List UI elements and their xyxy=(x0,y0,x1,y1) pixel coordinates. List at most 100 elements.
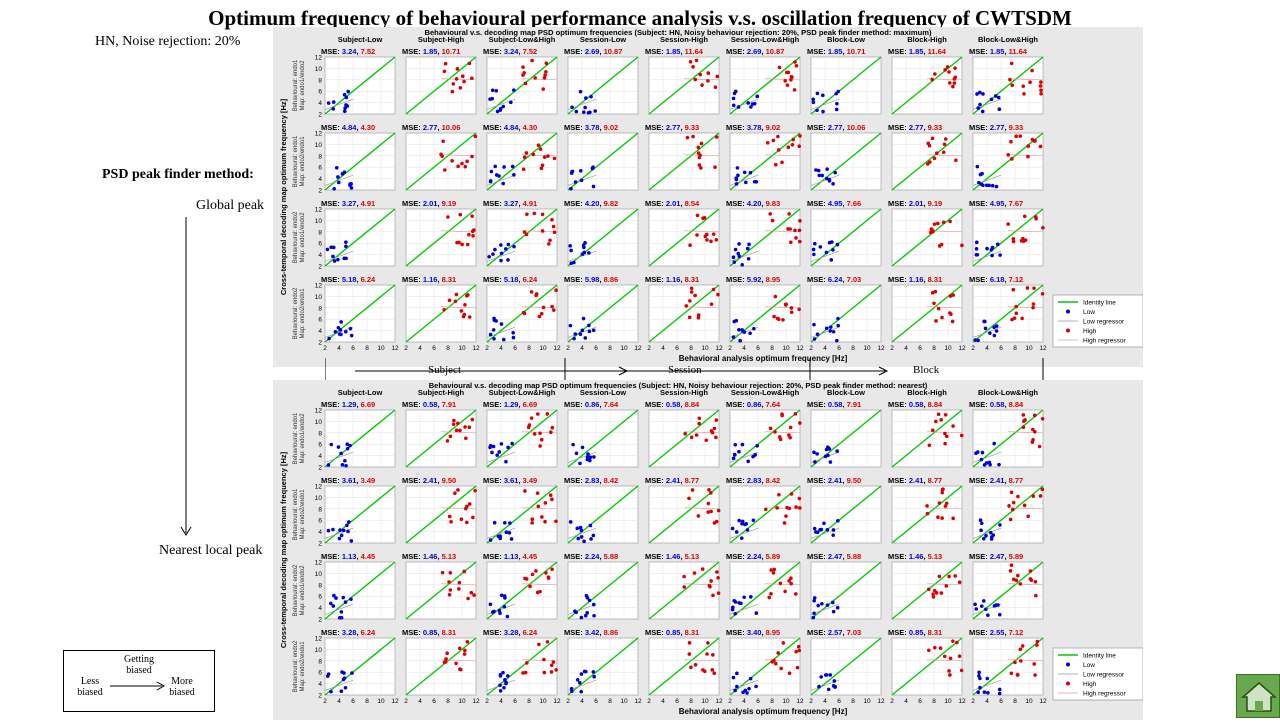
mse-label: MSE: 2.24, 5.89 xyxy=(726,552,780,561)
subplot: MSE: 2.57, 7.03 2 4 6 8 10 12 xyxy=(807,628,885,705)
x-tick-label: 2 xyxy=(404,345,408,352)
low-point xyxy=(569,186,573,191)
high-point xyxy=(706,79,710,83)
high-point xyxy=(792,88,797,92)
high-point xyxy=(689,290,694,294)
low-point xyxy=(494,319,498,323)
low-point xyxy=(506,242,511,247)
low-point xyxy=(499,322,504,326)
x-tick-label: 6 xyxy=(675,698,679,705)
high-point xyxy=(1008,77,1012,82)
high-point xyxy=(1028,577,1033,581)
low-point xyxy=(589,94,593,99)
mse-label: MSE: 2.41, 8.77 xyxy=(969,476,1023,485)
high-point xyxy=(531,152,536,157)
x-axis-label: Behavioral analysis optimum frequency [H… xyxy=(679,354,848,363)
high-point xyxy=(709,509,713,514)
high-point xyxy=(940,516,944,520)
low-point xyxy=(501,104,506,109)
high-point xyxy=(1041,225,1045,230)
x-tick-label: 2 xyxy=(323,345,327,352)
high-point xyxy=(457,240,461,245)
high-point xyxy=(1009,563,1014,568)
high-point xyxy=(939,418,943,422)
high-point xyxy=(711,287,716,292)
high-point xyxy=(522,71,526,75)
high-point xyxy=(690,488,695,492)
high-point xyxy=(543,73,547,77)
high-point xyxy=(696,316,701,320)
low-point xyxy=(592,455,596,459)
high-point xyxy=(936,515,940,520)
mse-label: MSE: 3.24, 7.52 xyxy=(483,47,537,56)
low-point xyxy=(832,679,837,683)
subplot: Subject-Low MSE: 3.24, 7.52 2 4 6 8 10 12 xyxy=(315,35,396,119)
identity-line xyxy=(486,56,558,115)
x-tick-label: 12 xyxy=(958,345,966,352)
x-tick-label: 12 xyxy=(958,698,966,705)
x-tick-label: 8 xyxy=(932,345,936,352)
high-point xyxy=(691,134,695,139)
high-point xyxy=(713,165,717,169)
low-point xyxy=(821,109,825,114)
high-point xyxy=(931,229,935,233)
low-point xyxy=(588,458,592,463)
high-point xyxy=(777,492,781,497)
high-point xyxy=(783,589,787,594)
high-point xyxy=(948,673,952,677)
home-button[interactable] xyxy=(1236,674,1280,718)
high-point xyxy=(548,238,552,243)
x-tick-label: 4 xyxy=(661,698,665,705)
low-point xyxy=(737,518,741,523)
y-tick-label: 2 xyxy=(318,693,322,700)
identity-line xyxy=(324,637,396,696)
low-point xyxy=(733,688,737,693)
x-tick-label: 6 xyxy=(513,698,517,705)
low-point xyxy=(824,447,829,452)
high-point xyxy=(541,305,546,310)
low-point xyxy=(735,671,739,676)
mse-label: MSE: 1.13, 4.45 xyxy=(483,552,537,561)
x-tick-label: 4 xyxy=(742,698,746,705)
high-point xyxy=(1018,647,1023,652)
low-point xyxy=(983,319,987,324)
x-tick-label: 10 xyxy=(377,698,385,705)
row-label: Map: endo2/endo1 xyxy=(300,489,306,540)
y-tick-label: 6 xyxy=(318,442,322,449)
high-point xyxy=(951,639,955,643)
low-point xyxy=(985,676,990,681)
identity-line xyxy=(729,284,801,343)
y-tick-label: 4 xyxy=(318,529,322,536)
high-point xyxy=(696,514,701,518)
x-tick-label: 4 xyxy=(985,698,989,705)
low-point xyxy=(975,450,980,454)
identity-line xyxy=(324,56,396,115)
high-point xyxy=(941,150,946,155)
high-point xyxy=(1033,579,1038,584)
high-point xyxy=(525,661,529,665)
x-tick-label: 4 xyxy=(337,345,341,352)
high-point xyxy=(709,579,713,583)
high-point xyxy=(1011,500,1016,505)
high-point xyxy=(454,77,459,81)
high-point xyxy=(467,502,472,506)
y-tick-label: 10 xyxy=(315,419,323,426)
subplot: MSE: 3.40, 8.95 2 4 6 8 10 12 xyxy=(726,628,804,705)
high-point xyxy=(1028,569,1033,573)
identity-line xyxy=(972,208,1044,267)
high-point xyxy=(689,665,693,670)
low-point xyxy=(572,260,576,265)
low-point xyxy=(343,458,347,463)
low-point xyxy=(833,170,837,175)
low-point xyxy=(583,613,588,618)
subplot: Block-Low MSE: 1.85, 10.71 xyxy=(807,35,882,115)
high-point xyxy=(688,243,692,248)
high-point xyxy=(460,161,464,166)
x-tick-label: 12 xyxy=(715,345,723,352)
low-point xyxy=(992,333,997,338)
high-point xyxy=(942,654,947,659)
high-point xyxy=(524,151,529,155)
high-point xyxy=(1039,88,1043,93)
y-tick-label: 12 xyxy=(315,484,323,491)
low-point xyxy=(812,598,816,603)
